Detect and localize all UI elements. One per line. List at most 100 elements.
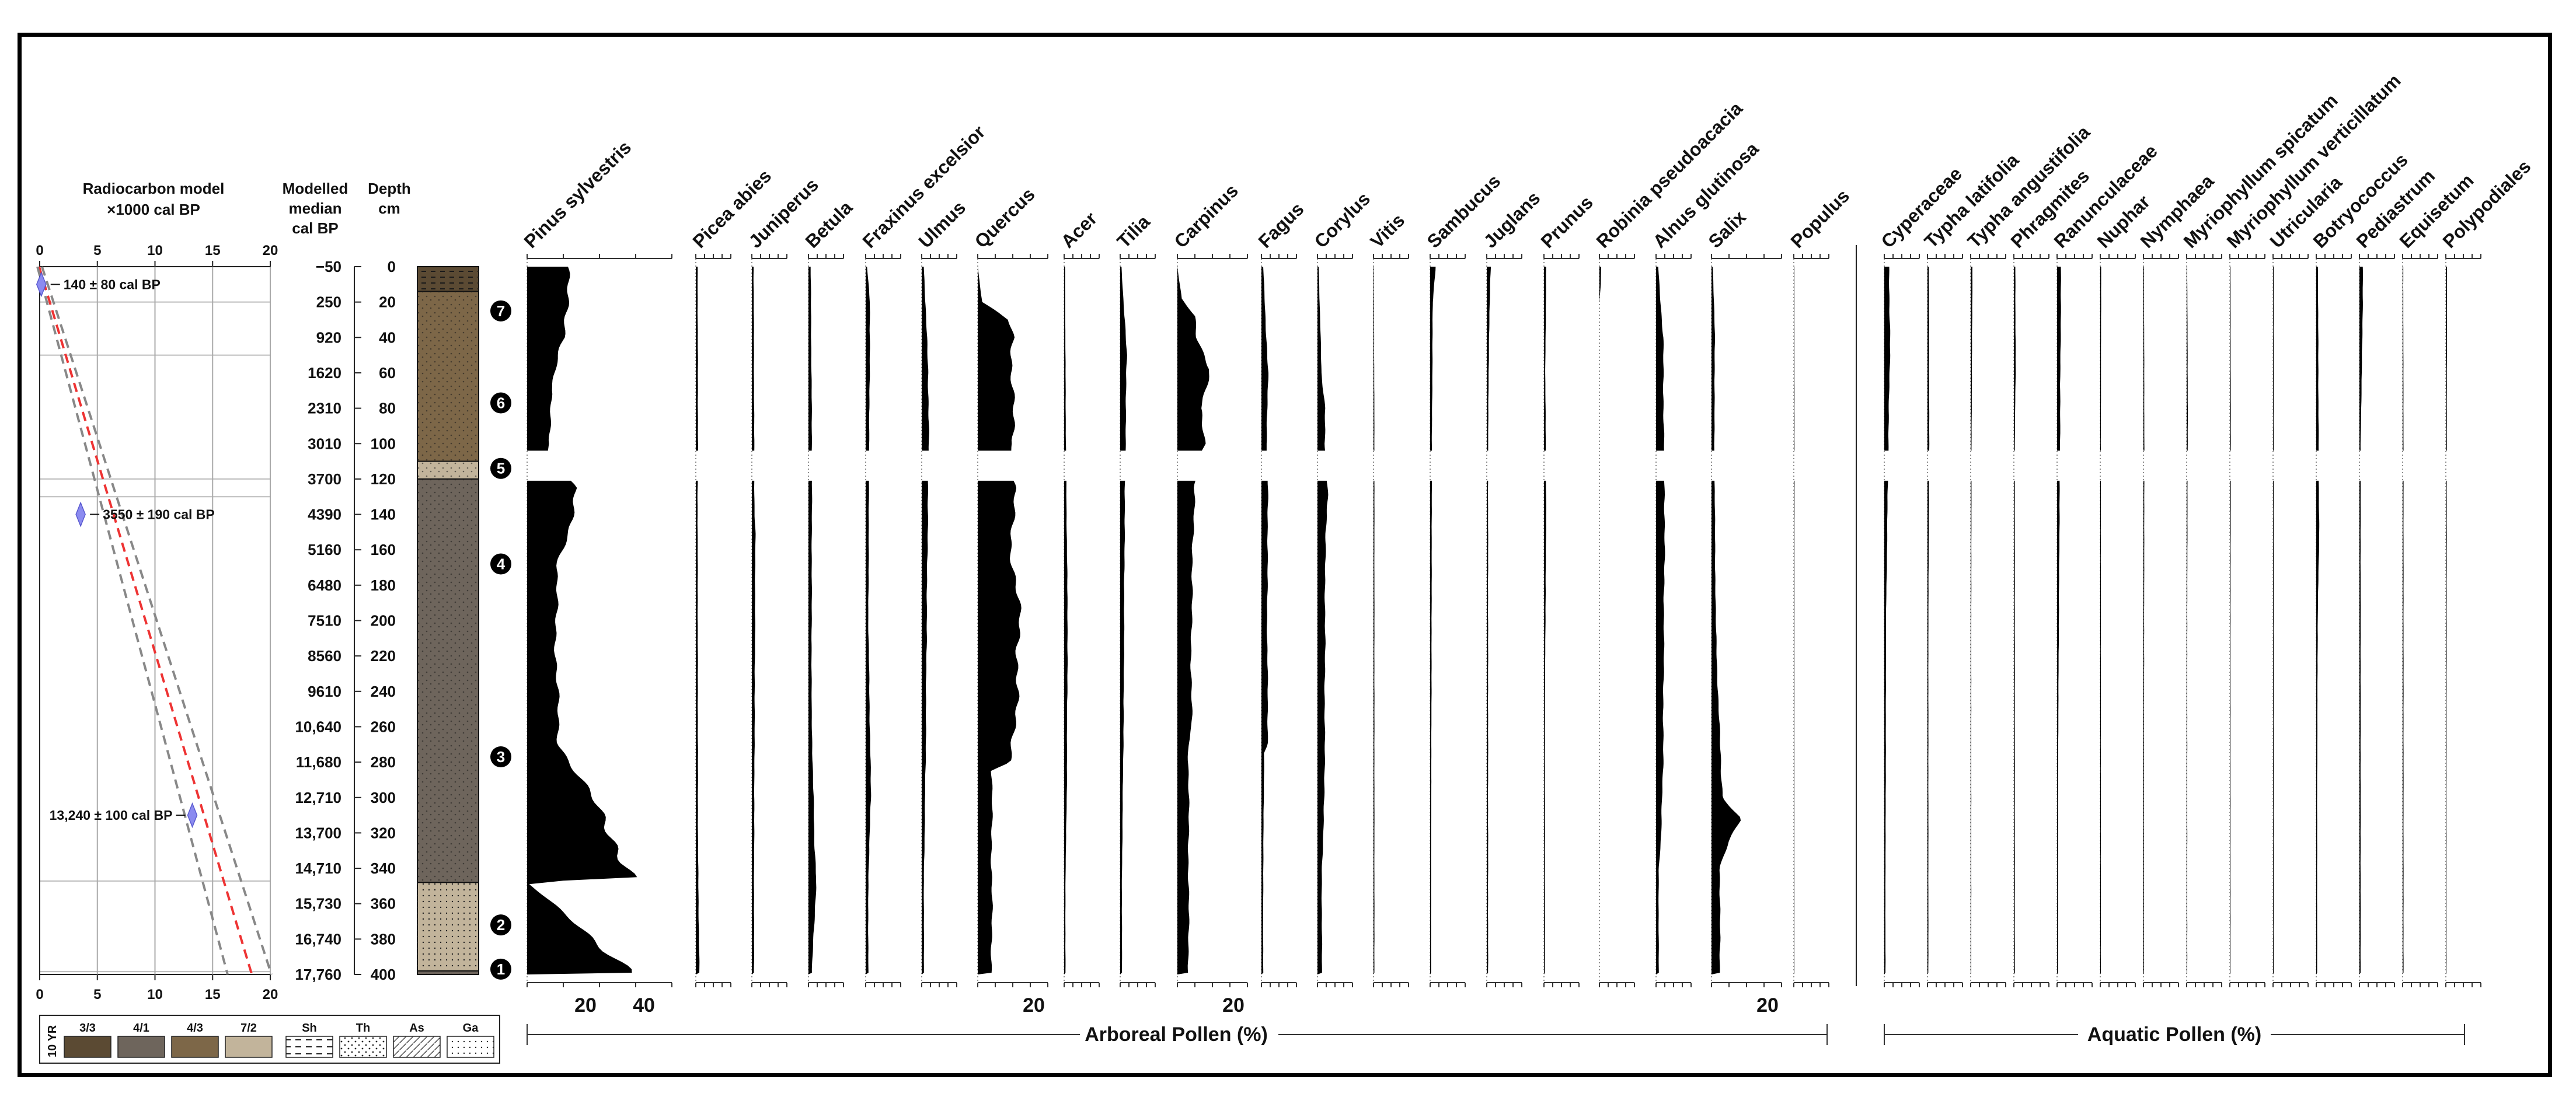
legend-color-swatch: [64, 1036, 111, 1058]
legend-color-label: 4/1: [133, 1022, 149, 1035]
group-label-arboreal: Arboreal Pollen (%): [1085, 1023, 1268, 1046]
radiocarbon-title-1: Radiocarbon model: [83, 180, 225, 197]
unit-marker: [490, 553, 511, 575]
depth-axis-label: 400: [371, 966, 396, 983]
legend-color-label: 3/3: [79, 1022, 96, 1035]
depth-axis-label: 180: [371, 577, 396, 594]
taxon-name: Betula: [801, 197, 856, 252]
age-axis-label: 920: [316, 329, 341, 346]
taxon-silhouette: [752, 267, 756, 974]
figure-frame: [18, 33, 2552, 1077]
radiocarbon-tick-label-bottom: 0: [36, 987, 43, 1002]
radiocarbon-tick-label-top: 15: [205, 243, 221, 258]
radiocarbon-tick-label-bottom: 15: [205, 987, 221, 1002]
depth-axis-label: 240: [371, 683, 396, 700]
age-axis-label: 250: [316, 294, 341, 311]
depth-axis-label: 60: [379, 364, 396, 382]
age-axis-label: 5160: [308, 541, 341, 558]
lithology-unit-texture: [417, 882, 479, 971]
lithology-column: 7 6 5 4 3 2 1: [417, 266, 511, 980]
radiocarbon-date-marker: [187, 802, 198, 829]
taxon-silhouette: [1711, 267, 1741, 974]
depth-axis-title-1: Depth: [368, 180, 411, 197]
lithology-unit-texture: [417, 267, 479, 292]
depth-axis-label: 280: [371, 753, 396, 771]
unit-marker: [490, 746, 511, 768]
age-axis-label: 15,730: [295, 895, 341, 913]
lithology-legend: 10 YR 3/3 4/1 4/3 7/2 Sh Th As Ga: [39, 1015, 500, 1064]
radiocarbon-tick-label-top: 5: [93, 243, 101, 258]
radiocarbon-tick-label-bottom: 5: [93, 987, 101, 1002]
taxon-tick-label: 40: [633, 994, 655, 1016]
depth-axis-label: 320: [371, 824, 396, 841]
taxon-silhouette: [2143, 267, 2145, 974]
age-axis-label: 12,710: [295, 789, 341, 806]
taxon-silhouette: [2359, 267, 2363, 974]
age-model-lower-bound: [36, 266, 229, 975]
legend-color-swatch: [225, 1036, 273, 1058]
radiocarbon-date-label: 3550 ± 190 cal BP: [103, 507, 215, 522]
depth-age-axes: Modelled median cal BP Depth cm −50 250 92…: [283, 180, 411, 983]
unit-number: 5: [497, 460, 505, 477]
unit-marker: [490, 958, 511, 980]
taxon-name: Ulmus: [914, 197, 970, 252]
radiocarbon-date-marker: [75, 501, 86, 527]
age-axis-label: 14,710: [295, 860, 341, 877]
unit-number: 6: [497, 394, 505, 412]
legend-color-label: 4/3: [187, 1022, 203, 1035]
age-axis-label: 8560: [308, 647, 341, 665]
taxon-silhouette: [1884, 267, 1891, 974]
depth-axis-label: 380: [371, 930, 396, 948]
taxon-silhouette: [2273, 267, 2274, 974]
age-axis-title-1: Modelled: [283, 180, 348, 197]
taxon-silhouette: [866, 267, 872, 974]
legend-color-prefix: 10 YR: [46, 1025, 59, 1057]
taxon-silhouette: [1317, 267, 1329, 974]
taxon-name: Corylus: [1310, 188, 1374, 252]
taxon-name: Pinus sylvestris: [520, 137, 635, 252]
taxon-name: Acer: [1057, 208, 1101, 252]
age-axis-label: 2310: [308, 400, 341, 417]
depth-axis-label: 80: [379, 400, 396, 417]
taxon-name: Tilia: [1113, 211, 1153, 251]
age-axis-label: 11,680: [296, 753, 341, 771]
taxon-silhouette: [2316, 267, 2320, 974]
lithology-unit-texture: [417, 478, 479, 883]
group-axes: Arboreal Pollen (%) Aquatic Pollen (%): [527, 245, 2465, 1046]
taxon-silhouette: [2446, 267, 2448, 974]
taxon-silhouette: [1971, 267, 1972, 974]
taxon-silhouette: [978, 267, 1022, 974]
legend-texture-label: Sh: [302, 1022, 317, 1035]
age-axis-label: 3010: [308, 435, 341, 452]
taxon-name: Fagus: [1254, 198, 1308, 252]
taxon-silhouette: [1927, 267, 1930, 974]
radiocarbon-title-2: ×1000 cal BP: [107, 201, 200, 218]
unit-marker: [490, 392, 511, 414]
lithology-unit-texture: [417, 970, 479, 974]
unit-number: 2: [497, 916, 505, 934]
age-axis-label: 17,760: [295, 966, 341, 983]
depth-axis-label: 40: [379, 329, 396, 346]
unit-marker: [490, 914, 511, 936]
unit-marker: [490, 300, 511, 322]
radiocarbon-tick-label-top: 20: [263, 243, 278, 258]
taxon-silhouette: [696, 267, 700, 974]
depth-axis-label: 120: [371, 470, 396, 488]
radiocarbon-tick-label-top: 0: [36, 243, 43, 258]
age-axis-label: −50: [316, 258, 341, 275]
taxon-name: Quercus: [970, 184, 1038, 252]
age-axis-title-2: median: [288, 200, 341, 217]
depth-axis-label: 160: [371, 541, 396, 558]
taxon-silhouette: [2100, 267, 2101, 974]
radiocarbon-panel: Radiocarbon model ×1000 cal BP 0 0 5 5 10 10 1…: [36, 180, 278, 1002]
legend-texture-swatch: [285, 1036, 333, 1058]
radiocarbon-date-marker: [36, 271, 47, 298]
taxon-silhouette: [1177, 267, 1209, 974]
depth-axis-label: 340: [371, 860, 396, 877]
taxon-silhouette: [1374, 267, 1375, 974]
age-axis-title-3: cal BP: [292, 219, 339, 237]
taxon-tick-label: 20: [1023, 994, 1045, 1016]
taxon-silhouette: [1120, 267, 1127, 974]
